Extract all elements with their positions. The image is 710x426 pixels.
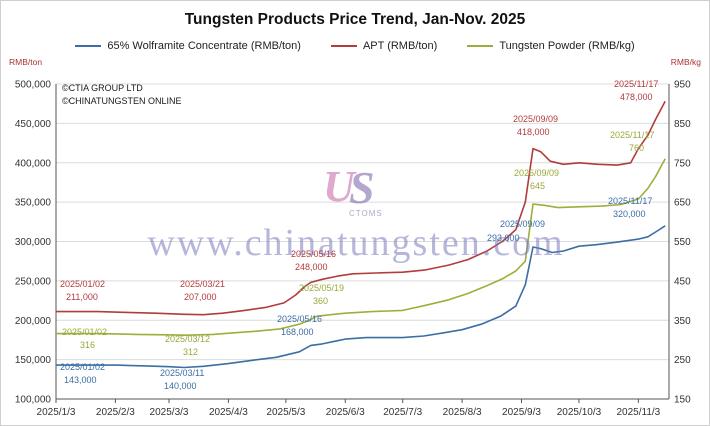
x-tick-label: 2025/1/3 [37,407,76,418]
annotation: 2025/03/21 [180,279,226,289]
annotation: 143,000 [64,375,97,385]
annotation: 2025/11/17 [614,79,659,89]
x-tick-label: 2025/3/3 [150,407,189,418]
annotation: 207,000 [184,292,217,302]
annotation: 2025/03/11 [160,368,205,378]
legend-item: 65% Wolframite Concentrate (RMB/ton) [75,40,301,52]
x-tick-label: 2025/10/3 [557,407,602,418]
left-tick-label: 450,000 [15,119,52,130]
x-tick-label: 2025/11/3 [616,407,660,418]
right-tick-label: 850 [674,119,691,130]
annotation: 2025/03/12 [165,334,211,344]
legend-label: Tungsten Powder (RMB/kg) [499,40,635,52]
annotation: 760 [629,143,645,153]
legend-swatch-icon [330,45,357,47]
x-tick-label: 2025/7/3 [383,407,422,418]
annotation: 478,000 [620,92,653,102]
legend-swatch-icon [467,45,494,47]
annotation: ©CHINATUNGSTEN ONLINE [62,96,182,106]
left-tick-label: 150,000 [15,355,52,366]
annotation: 418,000 [517,127,550,137]
left-tick-label: 350,000 [15,198,52,209]
legend-label: 65% Wolframite Concentrate (RMB/ton) [107,40,301,52]
x-tick-label: 2025/9/3 [502,407,541,418]
right-tick-label: 250 [674,355,691,366]
annotation: 2025/01/02 [62,327,108,337]
right-axis-unit-label: RMB/kg [670,57,701,67]
annotation: 2025/09/09 [514,168,560,178]
legend-swatch-icon [75,45,102,47]
series-line [56,100,666,316]
annotation: 320,000 [613,209,646,219]
legend-item: APT (RMB/ton) [330,40,438,52]
annotation: ©CTIA GROUP LTD [62,83,143,93]
right-tick-label: 550 [674,237,691,248]
annotation: 211,000 [66,292,98,302]
x-tick-label: 2025/6/3 [326,407,365,418]
annotation: 360 [313,296,329,306]
annotation: 140,000 [164,381,197,391]
annotation: 2025/01/02 [60,279,106,289]
annotation: 312 [183,347,199,357]
left-tick-label: 250,000 [15,276,52,287]
x-tick-label: 2025/2/3 [96,407,135,418]
x-tick-label: 2025/8/3 [443,407,482,418]
x-tick-label: 2025/5/3 [266,407,305,418]
annotation: 2025/11/17 [608,196,653,206]
chart-title: Tungsten Products Price Trend, Jan-Nov. … [184,11,526,28]
right-tick-label: 450 [674,276,691,287]
annotation: 2025/05/16 [291,249,337,259]
left-tick-label: 500,000 [15,80,52,91]
annotation: 2025/09/09 [500,219,546,229]
left-tick-label: 100,000 [15,395,52,406]
annotation: 2025/11/17 [610,130,655,140]
annotation: 248,000 [295,262,328,272]
right-tick-label: 650 [674,198,691,209]
x-tick-label: 2025/4/3 [209,407,248,418]
right-tick-label: 750 [674,158,691,169]
left-tick-label: 200,000 [15,316,52,327]
series-line [56,225,666,369]
right-tick-label: 950 [674,80,691,91]
annotation: 645 [530,181,546,191]
left-tick-label: 400,000 [15,158,52,169]
left-axis-unit-label: RMB/ton [9,57,43,67]
legend: 65% Wolframite Concentrate (RMB/ton) APT … [1,40,709,52]
legend-label: APT (RMB/ton) [362,40,438,52]
series-line [56,158,666,337]
annotation: 2025/05/16 [277,314,323,324]
left-tick-label: 300,000 [15,237,52,248]
right-tick-label: 350 [674,316,691,327]
legend-item: Tungsten Powder (RMB/kg) [467,40,635,52]
annotation: 316 [80,340,96,350]
right-tick-label: 150 [674,395,691,406]
annotation: 2025/01/02 [60,362,106,372]
annotation: 293,000 [487,233,520,243]
annotation: 168,000 [281,327,314,337]
annotation: 2025/05/19 [299,283,345,293]
annotation: 2025/09/09 [513,114,559,124]
